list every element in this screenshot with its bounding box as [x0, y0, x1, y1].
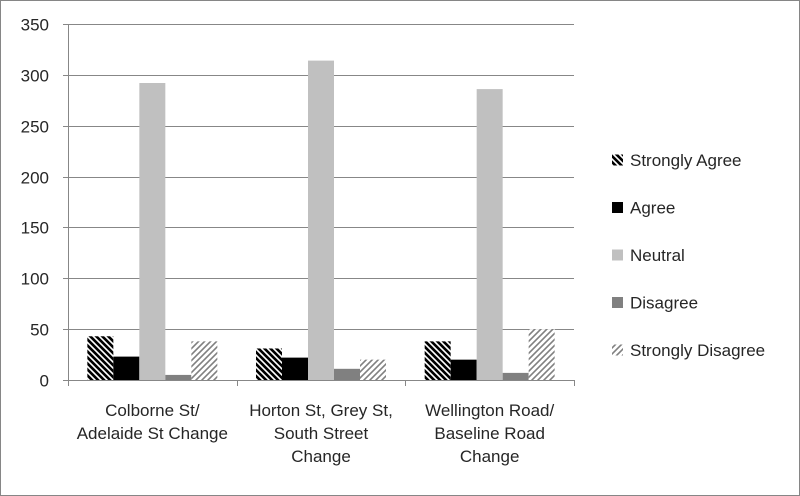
bar-disagree-2 [502, 372, 529, 380]
bar-neutral-1 [308, 60, 334, 381]
x-axis-category-labels: Colborne St/Adelaide St Change Horton St,… [77, 401, 555, 466]
bar-agree-0 [113, 356, 140, 380]
legend-label: Disagree [630, 294, 698, 313]
category-label: South Street [274, 424, 369, 443]
bar-neutral-0 [139, 82, 166, 380]
legend-swatch-neutral [612, 249, 623, 261]
bar-disagree-1 [334, 368, 360, 380]
y-axis-tick-labels: 0 50 100 150 200 250 300 350 [21, 16, 49, 391]
bar-strongly-agree-0 [87, 336, 114, 380]
legend-swatch-strongly-agree [612, 154, 623, 166]
legend-swatch-disagree [612, 297, 623, 308]
legend: Strongly Agree Agree Neutral Disagree Strong… [612, 151, 765, 360]
y-tick-label: 50 [30, 321, 49, 340]
category-label: Horton St, Grey St, [249, 401, 393, 420]
bar-disagree-0 [165, 374, 192, 380]
legend-label: Agree [630, 199, 675, 218]
category-label: Adelaide St Change [77, 424, 228, 443]
y-tick-label: 100 [21, 270, 49, 289]
bar-agree-1 [282, 357, 308, 380]
category-label: Colborne St/ [105, 401, 200, 420]
category-label: Change [460, 447, 520, 466]
category-label: Wellington Road/ [425, 401, 554, 420]
bar-strongly-disagree-1 [360, 359, 386, 380]
y-tick-label: 0 [40, 372, 49, 391]
legend-label: Neutral [630, 246, 685, 265]
bar-strongly-disagree-0 [191, 341, 218, 380]
category-label: Change [291, 447, 351, 466]
legend-label: Strongly Disagree [630, 341, 765, 360]
y-tick-label: 350 [21, 16, 49, 35]
y-tick-label: 200 [21, 169, 49, 188]
bar-neutral-2 [476, 89, 503, 381]
y-tick-label: 250 [21, 118, 49, 137]
legend-swatch-strongly-disagree [612, 344, 623, 356]
legend-swatch-agree [612, 202, 623, 213]
axes [63, 24, 575, 386]
y-tick-label: 300 [21, 67, 49, 86]
bar-strongly-agree-2 [424, 341, 451, 380]
legend-label: Strongly Agree [630, 151, 742, 170]
y-tick-label: 150 [21, 219, 49, 238]
bar-agree-2 [450, 359, 477, 380]
category-label: Baseline Road [434, 424, 545, 443]
bar-strongly-disagree-2 [528, 329, 555, 380]
bars [87, 60, 555, 381]
bar-strongly-agree-1 [256, 348, 282, 380]
